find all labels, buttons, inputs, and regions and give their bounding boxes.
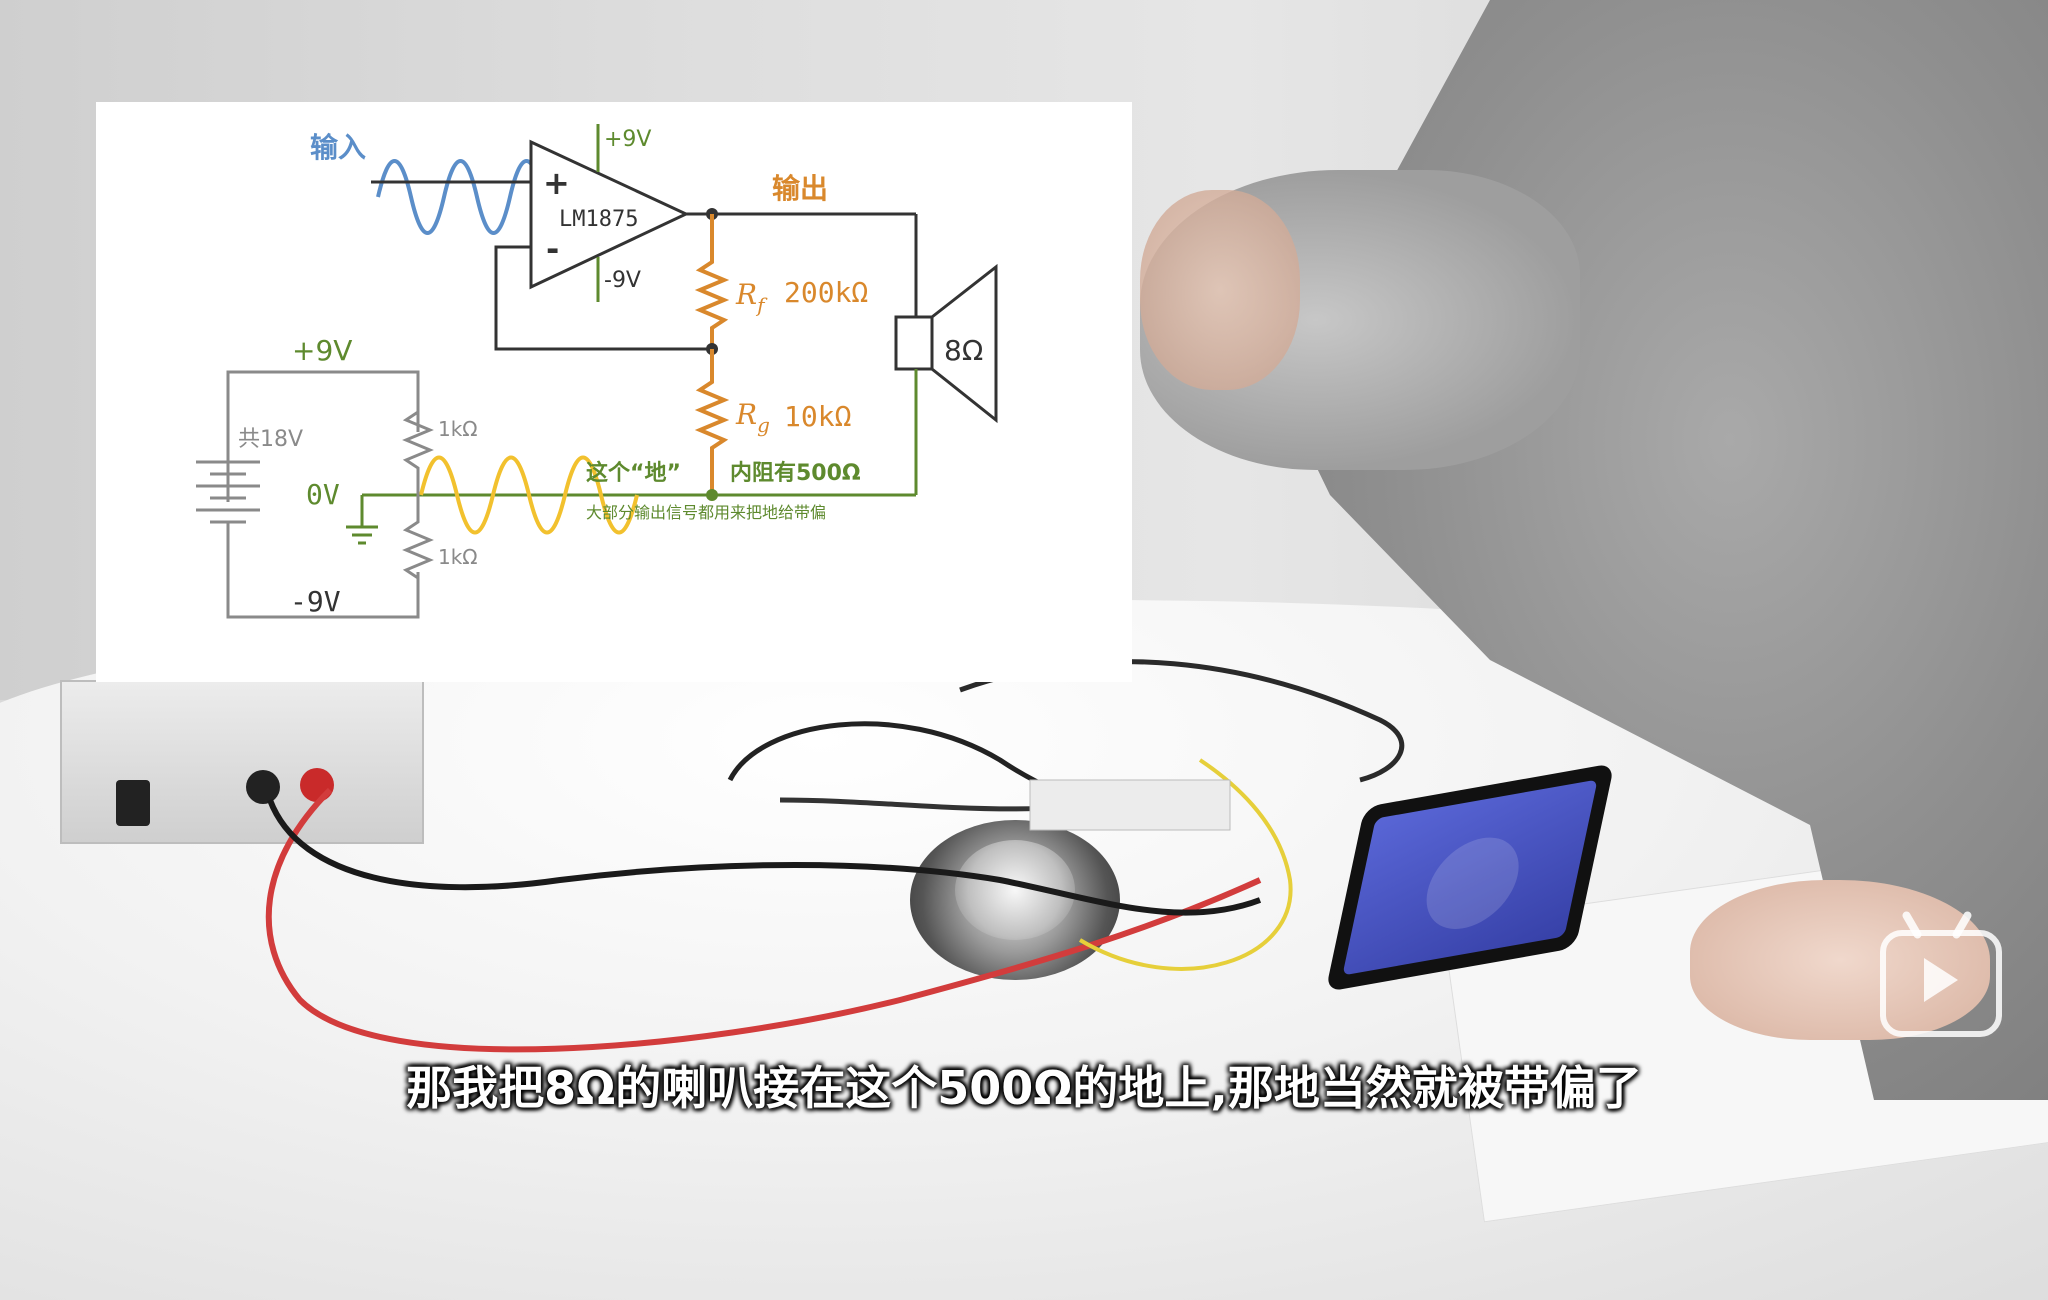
ground-label: 0V [306,478,340,511]
battery-total: 共18V [238,427,303,452]
input-label: 输入 [310,131,366,164]
speaker-cone-symbol [930,263,998,424]
rf-resistor [694,214,730,349]
black-cable [267,798,1262,916]
supply-neg-label: -9V [290,585,341,618]
yellow-wire [1078,758,1293,971]
input-wave [376,159,545,235]
output-label: 输出 [772,172,828,205]
vminus-label: -9V [604,268,641,293]
rf-value: 200kΩ [784,276,868,309]
minus-sign: - [546,230,559,268]
bilibili-tv-icon [1880,910,2002,1037]
power-switch [116,780,150,826]
rf-symbol: Rf [735,278,768,317]
divider-top-label: 1kΩ [438,417,478,441]
rg-value: 10kΩ [784,400,851,433]
cables [265,659,1405,1053]
opamp-triangle [529,139,690,290]
divider-top-resistor [402,402,434,495]
red-jack [300,768,334,802]
battery-symbol [196,460,260,524]
supply-pos-label: +9V [292,334,352,367]
rg-resistor [694,349,730,495]
divider-bottom-label: 1kΩ [438,545,478,569]
ground-wave [419,455,639,535]
fist [1140,190,1300,390]
ground-symbol [346,495,378,545]
ground-node [706,489,718,501]
opamp-name: LM1875 [559,207,638,232]
bias-note: 大部分输出信号都用来把地给带偏 [586,503,826,522]
red-cable [265,787,1262,1053]
ground-note: 这个“地” [586,460,681,486]
feedback-wire [494,245,712,351]
impedance-note: 内阻有500Ω [730,460,861,486]
supply-frame-bottom [226,522,420,619]
subtitle-caption: 那我把8Ω的喇叭接在这个500Ω的地上,那地当然就被带偏了 [406,1061,1642,1115]
amplifier-schematic: 输入 LM1875 + - +9V -9V 输出 Rf 200kΩ Rg 10k… [196,124,998,619]
schematic-overlay: 输入 LM1875 + - +9V -9V 输出 Rf 200kΩ Rg 10k… [96,102,1132,682]
rg-symbol: Rg [735,398,770,437]
speaker-body [894,315,934,371]
black-jack [246,770,280,804]
speaker-impedance: 8Ω [944,334,983,367]
plus-sign: + [543,164,570,202]
vplus-label: +9V [604,127,651,152]
breadboard [1029,779,1231,831]
divider-bottom-resistor [402,495,434,592]
